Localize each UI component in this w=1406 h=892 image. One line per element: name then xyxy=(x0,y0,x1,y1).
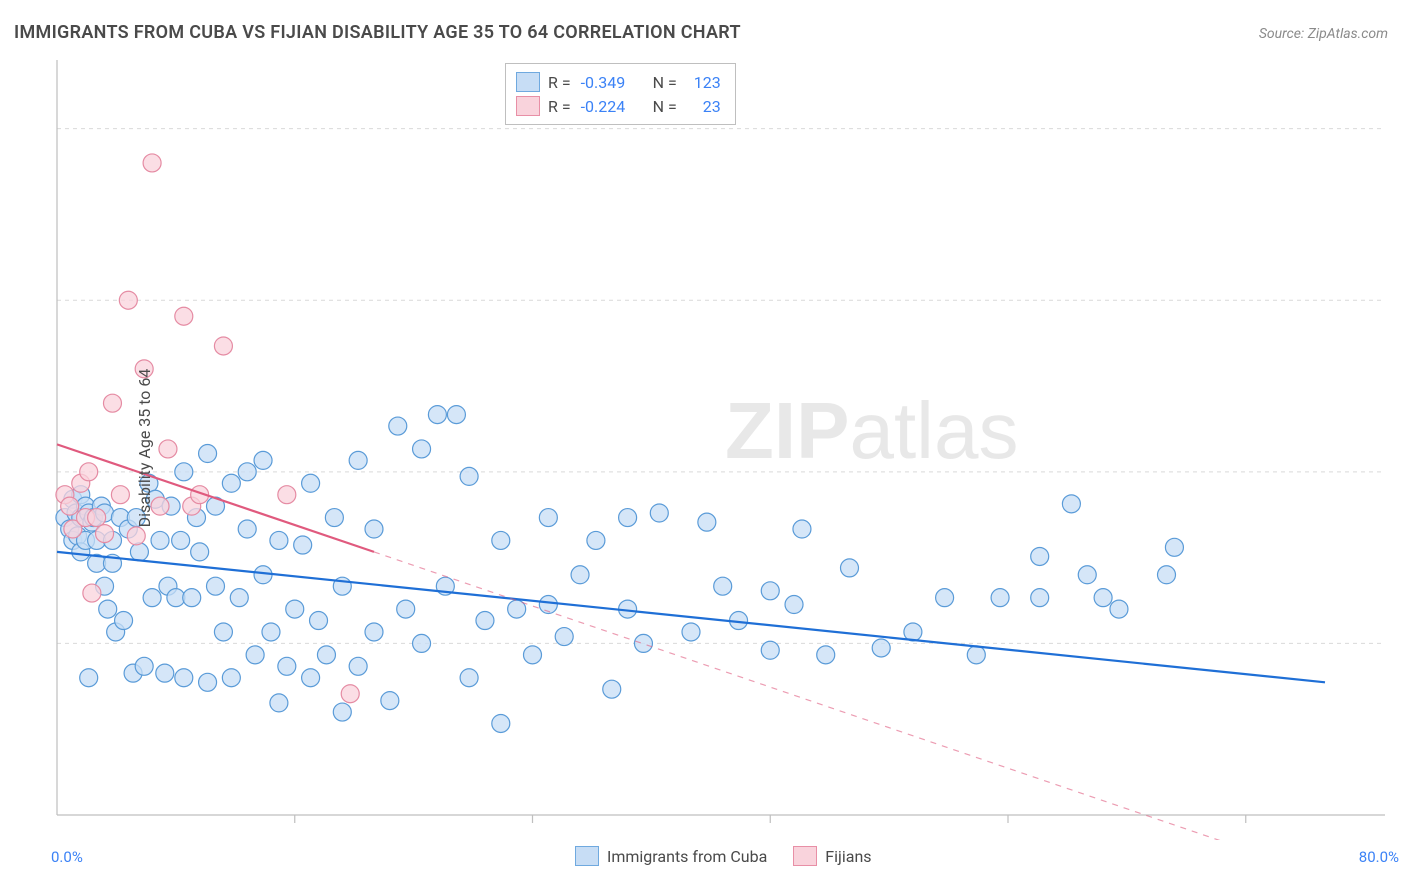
legend-swatch xyxy=(516,72,540,92)
stats-legend: R = -0.349 N = 123 R = -0.224 N = 23 xyxy=(505,63,736,125)
legend-R-label: R = xyxy=(548,73,571,92)
legend-R-label: R = xyxy=(548,97,571,116)
legend-R-value: -0.224 xyxy=(581,97,635,116)
x-axis-start-label: 0.0% xyxy=(51,848,83,866)
series-legend-item: Immigrants from Cuba xyxy=(575,846,767,866)
chart-title: IMMIGRANTS FROM CUBA VS FIJIAN DISABILIT… xyxy=(14,22,741,43)
series-label: Immigrants from Cuba xyxy=(607,847,767,866)
series-legend: Immigrants from Cuba Fijians xyxy=(575,846,872,866)
series-label: Fijians xyxy=(825,847,871,866)
series-legend-item: Fijians xyxy=(793,846,871,866)
source-prefix: Source: xyxy=(1259,26,1308,42)
legend-N-value: 23 xyxy=(687,97,721,116)
legend-R-value: -0.349 xyxy=(581,73,635,92)
plot-area: Disability Age 35 to 64 ZIPatlas R =-0.3… xyxy=(55,55,1395,840)
source-link[interactable]: ZipAtlas.com xyxy=(1308,26,1388,42)
legend-swatch xyxy=(516,96,540,116)
source-caption: Source: ZipAtlas.com xyxy=(1259,26,1388,42)
stats-legend-row: R = -0.224 N = 23 xyxy=(516,94,721,118)
legend-swatch xyxy=(793,846,817,866)
legend-N-value: 123 xyxy=(687,73,721,92)
legend-swatch xyxy=(575,846,599,866)
y-axis-label: Disability Age 35 to 64 xyxy=(135,368,154,527)
stats-legend-row: R = -0.349 N = 123 xyxy=(516,70,721,94)
chart-svg xyxy=(55,55,1395,840)
legend-N-label: N = xyxy=(653,97,677,116)
x-axis-end-label: 80.0% xyxy=(1359,848,1399,866)
legend-N-label: N = xyxy=(653,73,677,92)
